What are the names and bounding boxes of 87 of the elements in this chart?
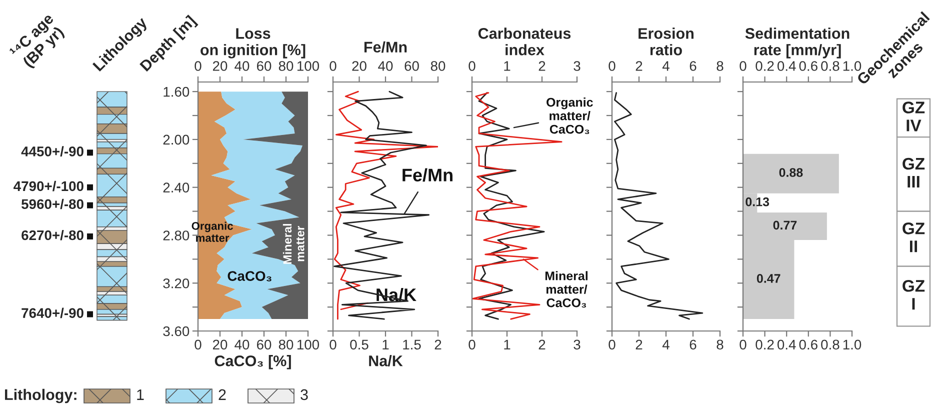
x-tick-label: 0.6 [799, 340, 818, 350]
y-tick-label: 3.20 [163, 278, 190, 288]
x-tick-label: 0.5 [350, 340, 368, 350]
text: 4450+/-90 [21, 146, 84, 156]
text: 3 [300, 389, 308, 400]
x2-tick-label: 0 [608, 61, 616, 71]
x-tick-label: 1 [382, 340, 389, 350]
x2-tick-label: 0.8 [821, 61, 840, 71]
text: GZ I [902, 280, 925, 310]
data-label: 0.77 [773, 220, 797, 230]
x-tick-label: 0 [608, 340, 616, 350]
text: GZ III [902, 158, 925, 188]
x2-tick-label: 3 [574, 61, 580, 71]
x-tick-label: 0 [740, 340, 746, 350]
x-tick-label: 100 [297, 340, 320, 350]
text: 4790+/-100 [14, 180, 84, 192]
x2-tick-label: 1 [504, 61, 510, 71]
x2-tick-label: 0.2 [756, 61, 774, 71]
x2-tick-label: 60 [256, 61, 272, 71]
chart-title: Carbonateus index [478, 28, 571, 56]
series-label: Fe/Mn [402, 168, 452, 182]
x-tick-label: 4 [662, 340, 670, 350]
x2-tick-label: 80 [430, 61, 446, 71]
series-label: Mineral matter/ CaCO₃ [545, 271, 588, 308]
x-tick-label: 2 [538, 340, 546, 350]
data-label: 0.13 [746, 197, 770, 206]
x2-tick-label: 20 [352, 61, 366, 71]
x2-tick-label: 2 [538, 61, 546, 71]
text: 5960+/-80 [21, 198, 84, 210]
text: Organic matter/ CaCO₃ [546, 98, 593, 134]
chart-title: Erosion ratio [638, 28, 694, 56]
x-tick-label: 0.2 [756, 340, 774, 350]
x2-tick-label: 40 [378, 61, 393, 71]
x2-tick-label: 40 [234, 61, 250, 71]
x-tick-label: 8 [716, 340, 724, 350]
x-tick-label: 2 [636, 340, 642, 350]
text: 2 [218, 389, 226, 400]
y-tick-label: 3.60 [163, 326, 190, 336]
x2-tick-label: 0 [468, 61, 476, 71]
text: GZ IV [902, 102, 925, 132]
x-tick-label: 0 [330, 340, 336, 350]
text: 7640+/-90 [22, 308, 84, 318]
x-tick-label: 0 [468, 340, 476, 350]
x-tick-label: 1.0 [843, 340, 862, 350]
text: Lithology: [5, 388, 76, 404]
x-tick-label: 0.4 [777, 340, 796, 350]
x-tick-label: 6 [690, 340, 696, 350]
text: 1 [137, 389, 144, 400]
x2-tick-label: 8 [716, 61, 724, 71]
y-tick-label: 1.60 [164, 86, 190, 97]
data-label: 0.88 [779, 168, 803, 177]
chart-title: Sedimentation rate [mm/yr] [745, 28, 850, 58]
x-tick-label: 2 [434, 340, 442, 350]
x2-tick-label: 0 [194, 61, 202, 71]
x-axis-title: Na/K [369, 355, 403, 366]
x2-axis-title: Fe/Mn [364, 41, 407, 53]
y-tick-label: 2.00 [163, 134, 190, 145]
x2-tick-label: 60 [404, 61, 419, 71]
x2-tick-label: 4 [662, 61, 670, 71]
x2-tick-label: 0 [740, 61, 746, 71]
chart-title: Loss on ignition [%] [200, 28, 306, 58]
series-label: Mineral matter [282, 224, 304, 264]
x-tick-label: 0.8 [821, 340, 840, 350]
x2-tick-label: 0.4 [777, 61, 796, 71]
x-tick-label: 20 [212, 340, 228, 350]
y-tick-label: 2.40 [163, 182, 190, 193]
x2-tick-label: 20 [212, 61, 228, 71]
x-tick-label: 60 [256, 340, 272, 350]
data-label: 0.47 [756, 274, 780, 283]
x2-tick-label: 100 [297, 61, 320, 71]
series-label: CaCO₃ [228, 271, 272, 282]
x-tick-label: 1.5 [403, 340, 421, 350]
x-tick-label: 1 [504, 340, 510, 350]
x2-tick-label: 0 [330, 61, 336, 71]
x2-tick-label: 0.6 [799, 61, 818, 71]
x2-tick-label: 80 [278, 61, 294, 71]
text: GZ II [902, 222, 925, 252]
x-axis-title: CaCO₃ [%] [214, 355, 291, 370]
text: 6270+/-80 [22, 230, 84, 240]
x-tick-label: 80 [278, 340, 294, 350]
x-tick-label: 0 [194, 340, 202, 350]
y-tick-label: 2.80 [163, 230, 190, 240]
text: ¹⁴C age (BP yr) [8, 12, 66, 70]
x-tick-label: 40 [234, 340, 250, 350]
x-tick-label: 3 [574, 340, 580, 350]
x2-tick-label: 6 [690, 61, 696, 71]
x2-tick-label: 2 [636, 61, 642, 71]
